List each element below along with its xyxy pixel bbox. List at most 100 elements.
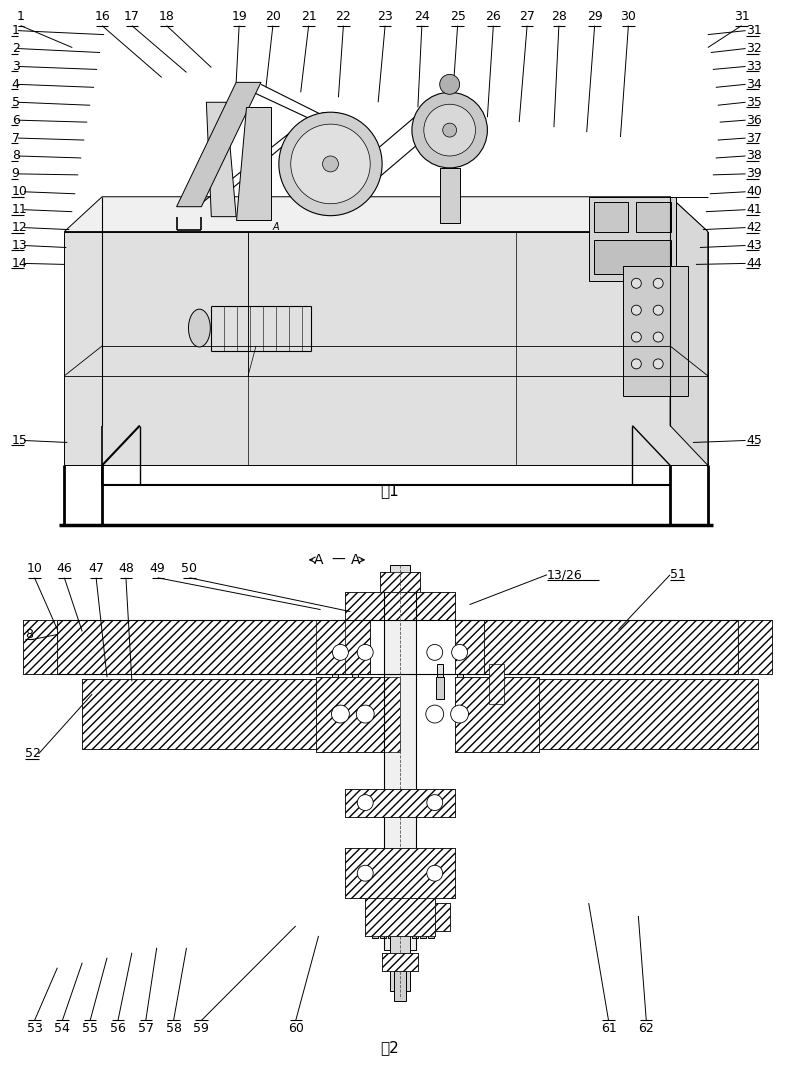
Bar bbox=[456, 677, 463, 699]
Polygon shape bbox=[177, 82, 261, 207]
Bar bbox=[380, 571, 420, 592]
Circle shape bbox=[290, 124, 370, 204]
Bar bbox=[539, 679, 758, 749]
Circle shape bbox=[333, 645, 348, 660]
Bar bbox=[384, 592, 416, 950]
Text: 35: 35 bbox=[746, 96, 762, 109]
Circle shape bbox=[631, 305, 642, 316]
Circle shape bbox=[654, 332, 663, 342]
Text: 42: 42 bbox=[746, 221, 762, 235]
Bar bbox=[384, 677, 416, 752]
Bar bbox=[404, 930, 410, 938]
Text: 13/26: 13/26 bbox=[547, 568, 582, 581]
Text: 23: 23 bbox=[378, 10, 393, 22]
Text: 31: 31 bbox=[746, 25, 762, 37]
Text: 48: 48 bbox=[118, 562, 134, 575]
Bar bbox=[384, 898, 416, 936]
Text: 56: 56 bbox=[110, 1022, 126, 1035]
Bar bbox=[390, 936, 410, 990]
Bar bbox=[454, 619, 485, 675]
Text: 51: 51 bbox=[670, 568, 686, 581]
Bar bbox=[22, 619, 58, 675]
Bar bbox=[428, 930, 434, 938]
Bar bbox=[434, 903, 450, 931]
Text: 1: 1 bbox=[17, 10, 25, 22]
Bar bbox=[315, 619, 346, 675]
Circle shape bbox=[452, 645, 467, 660]
Bar bbox=[384, 592, 416, 619]
Bar bbox=[346, 592, 454, 619]
Text: 31: 31 bbox=[734, 10, 750, 22]
Bar bbox=[738, 619, 772, 675]
Text: 33: 33 bbox=[746, 60, 762, 72]
Bar bbox=[384, 619, 416, 675]
Polygon shape bbox=[64, 231, 708, 466]
Circle shape bbox=[412, 93, 487, 168]
Bar bbox=[594, 201, 629, 231]
Circle shape bbox=[427, 645, 442, 660]
Bar bbox=[454, 677, 539, 752]
Text: 8: 8 bbox=[25, 628, 33, 641]
Bar bbox=[440, 168, 459, 223]
Text: 21: 21 bbox=[301, 10, 317, 22]
Bar bbox=[490, 664, 504, 705]
Bar bbox=[636, 201, 671, 231]
Bar bbox=[331, 677, 339, 699]
Text: 1: 1 bbox=[12, 25, 19, 37]
Text: A: A bbox=[273, 222, 279, 231]
Bar bbox=[380, 930, 386, 938]
Bar bbox=[384, 849, 416, 898]
Bar bbox=[457, 664, 462, 677]
Circle shape bbox=[654, 305, 663, 316]
Text: 16: 16 bbox=[94, 10, 110, 22]
Circle shape bbox=[358, 645, 373, 660]
Text: 10: 10 bbox=[26, 562, 42, 575]
Text: 17: 17 bbox=[124, 10, 140, 22]
Bar bbox=[315, 619, 346, 675]
Bar bbox=[82, 679, 315, 749]
Text: 19: 19 bbox=[231, 10, 247, 22]
Text: 50: 50 bbox=[182, 562, 198, 575]
Text: 43: 43 bbox=[746, 239, 762, 252]
Text: 59: 59 bbox=[194, 1022, 210, 1035]
Text: 12: 12 bbox=[12, 221, 27, 235]
Bar bbox=[346, 789, 454, 817]
Text: 53: 53 bbox=[26, 1022, 42, 1035]
Bar bbox=[623, 266, 688, 395]
Circle shape bbox=[450, 705, 469, 723]
Bar bbox=[366, 898, 434, 936]
Circle shape bbox=[654, 278, 663, 288]
Circle shape bbox=[424, 104, 475, 156]
Text: 22: 22 bbox=[335, 10, 351, 22]
Bar bbox=[58, 619, 370, 675]
Text: 11: 11 bbox=[12, 204, 27, 216]
Bar bbox=[437, 664, 442, 677]
Bar bbox=[390, 565, 410, 572]
Circle shape bbox=[322, 156, 338, 172]
Bar bbox=[388, 930, 394, 938]
Text: 24: 24 bbox=[414, 10, 430, 22]
Text: 36: 36 bbox=[746, 114, 762, 127]
Text: 9: 9 bbox=[12, 167, 19, 180]
Text: 8: 8 bbox=[12, 149, 20, 162]
Text: 39: 39 bbox=[746, 167, 762, 180]
Circle shape bbox=[654, 359, 663, 369]
Text: 27: 27 bbox=[519, 10, 535, 22]
Bar bbox=[738, 619, 772, 675]
Polygon shape bbox=[206, 102, 236, 216]
Text: 10: 10 bbox=[12, 185, 27, 198]
Text: 58: 58 bbox=[166, 1022, 182, 1035]
Bar bbox=[412, 930, 418, 938]
Circle shape bbox=[427, 866, 442, 882]
Text: —: — bbox=[331, 553, 346, 567]
Circle shape bbox=[358, 794, 373, 810]
Text: 38: 38 bbox=[746, 149, 762, 162]
Bar bbox=[432, 110, 467, 130]
Bar bbox=[22, 619, 58, 675]
Circle shape bbox=[279, 112, 382, 215]
Text: 41: 41 bbox=[746, 204, 762, 216]
Circle shape bbox=[631, 332, 642, 342]
Text: 46: 46 bbox=[57, 562, 72, 575]
Text: 14: 14 bbox=[12, 257, 27, 270]
Text: 5: 5 bbox=[12, 96, 20, 109]
